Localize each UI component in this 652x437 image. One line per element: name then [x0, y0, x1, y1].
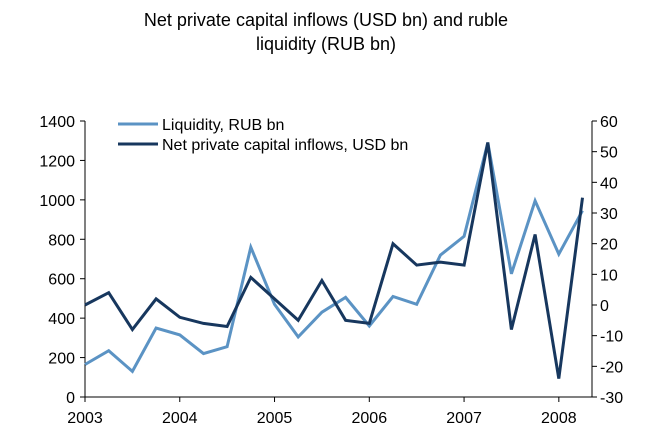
right-y-tick-label: -20 [600, 359, 623, 376]
x-tick-label: 2006 [352, 410, 388, 427]
x-tick-label: 2007 [446, 410, 482, 427]
right-y-tick-label: 0 [600, 298, 609, 315]
chart-title-line-1: Net private capital inflows (USD bn) and… [143, 10, 509, 30]
chart-title-line-2: liquidity (RUB bn) [255, 34, 397, 54]
right-y-tick-label: 40 [600, 175, 618, 192]
left-y-tick-label: 600 [48, 272, 75, 289]
chart-title: Net private capital inflows (USD bn) and… [0, 8, 652, 56]
right-y-tick-label: 60 [600, 114, 618, 131]
left-y-tick-label: 800 [48, 232, 75, 249]
right-y-tick-label: 30 [600, 206, 618, 223]
left-y-tick-label: 1000 [39, 193, 75, 210]
x-tick-label: 2008 [541, 410, 577, 427]
x-tick-label: 2004 [162, 410, 198, 427]
liquidity-line [84, 142, 584, 374]
left-y-tick-label: 1400 [39, 114, 75, 131]
left-y-tick-label: 0 [66, 390, 75, 407]
legend-label-liquidity: Liquidity, RUB bn [162, 117, 284, 134]
right-y-tick-label: 50 [600, 145, 618, 162]
left-y-tick-label: 400 [48, 311, 75, 328]
legend-label-capital-inflows: Net private capital inflows, USD bn [162, 137, 408, 154]
right-y-tick-label: -30 [600, 390, 623, 407]
x-tick-label: 2005 [257, 410, 293, 427]
right-y-tick-label: 20 [600, 237, 618, 254]
left-y-tick-label: 200 [48, 351, 75, 368]
left-y-tick-label: 1200 [39, 153, 75, 170]
right-y-tick-label: 10 [600, 267, 618, 284]
right-y-tick-label: -10 [600, 329, 623, 346]
x-tick-label: 2003 [67, 410, 103, 427]
capital-inflows-line [84, 142, 584, 379]
